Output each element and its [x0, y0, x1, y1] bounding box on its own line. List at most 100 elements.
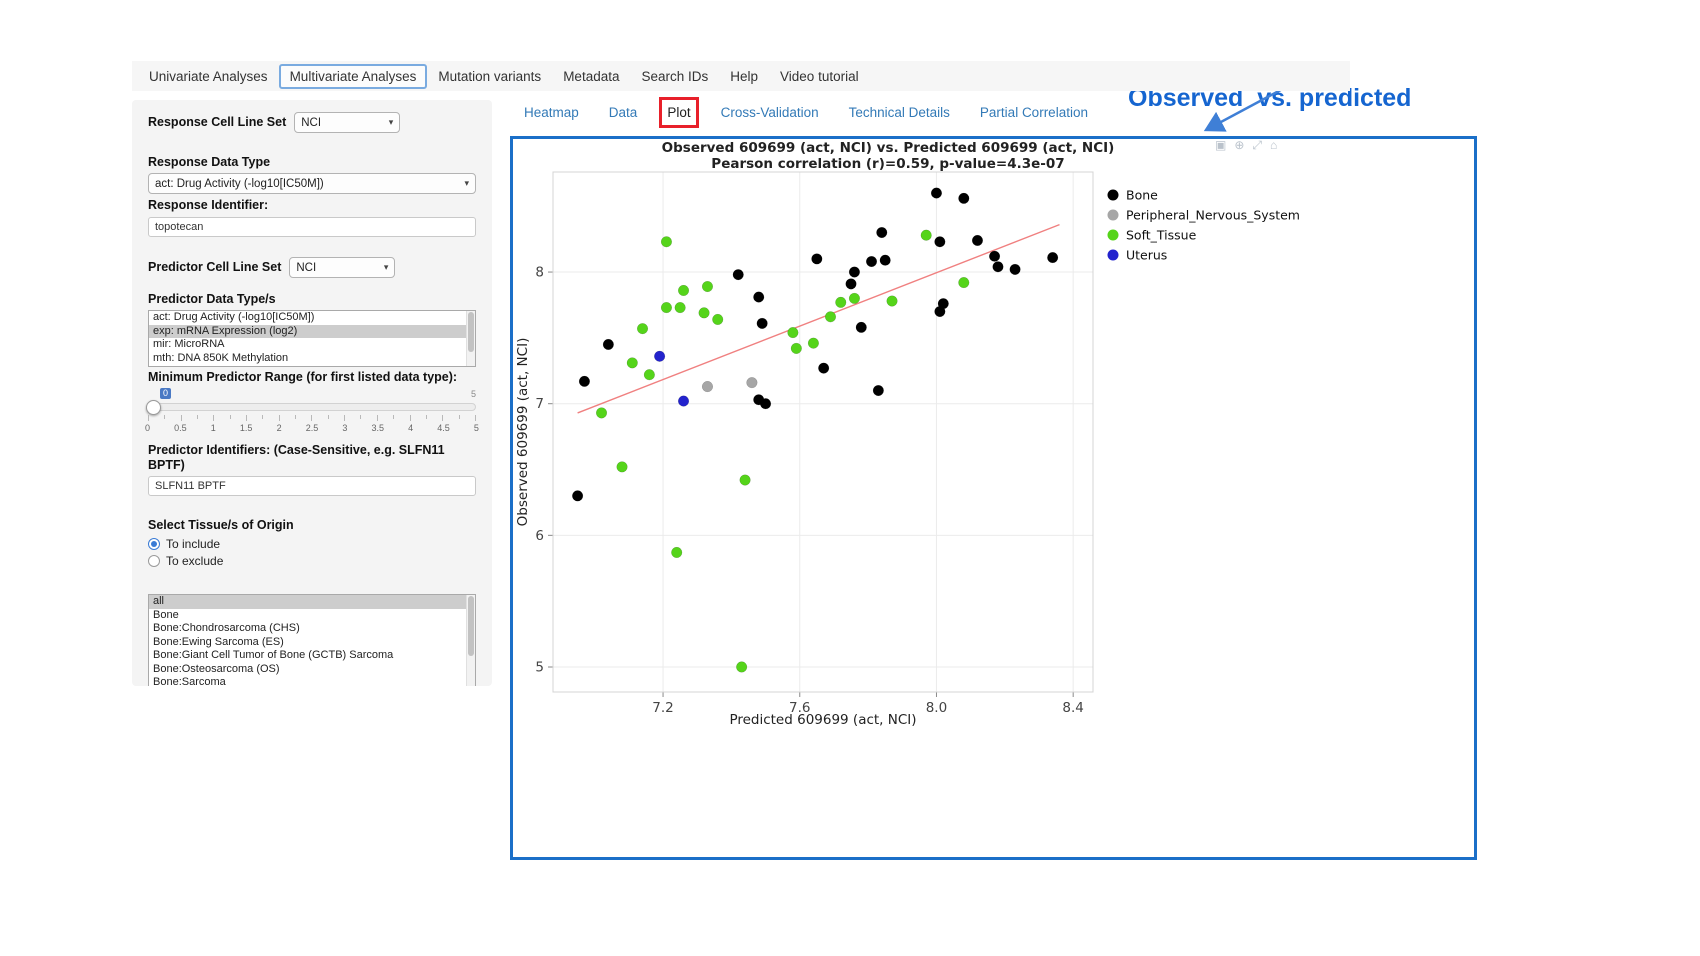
- scatter-point-soft-tissue: [701, 280, 714, 293]
- autoscale-icon[interactable]: ⤢: [1252, 138, 1263, 152]
- scatter-point-bone: [572, 490, 584, 502]
- predictor-data-type-option-mth-dna-850k-methylation[interactable]: mth: DNA 850K Methylation: [153, 351, 289, 364]
- scatter-point-bone: [602, 338, 614, 351]
- scatter-point-soft-tissue: [626, 357, 638, 369]
- subtab-cross-validation[interactable]: Cross-Validation: [720, 105, 819, 120]
- tissue-option-bone-ewing-sarcoma-es[interactable]: Bone:Ewing Sarcoma (ES): [153, 635, 284, 648]
- predictor-data-type-option-exp-mrna-expression-log2[interactable]: exp: mRNA Expression (log2): [149, 324, 475, 338]
- scatter-point-bone: [1047, 252, 1059, 264]
- subtab-technical-details[interactable]: Technical Details: [848, 105, 950, 120]
- slider-tick-label: 0: [145, 423, 151, 433]
- predictor-data-type-option-act-drug-activity-log10-ic50m[interactable]: act: Drug Activity (-log10[IC50M]): [153, 311, 315, 323]
- y-axis-title: Observed 609699 (act, NCI): [515, 338, 531, 527]
- predictor-cell-line-set-select[interactable]: NCI ▾: [289, 257, 396, 278]
- predictor-identifiers-input[interactable]: [148, 476, 476, 496]
- topnav-video-tutorial[interactable]: Video tutorial: [780, 68, 859, 84]
- legend-item-uterus[interactable]: Uterus: [1107, 248, 1168, 263]
- tissue-origin-label: Select Tissue/s of Origin: [148, 518, 294, 532]
- response-data-type-select[interactable]: act: Drug Activity (-log10[IC50M]) ▾: [148, 173, 476, 194]
- subtab-heatmap[interactable]: Heatmap: [524, 105, 579, 120]
- tissue-listbox[interactable]: all Bone Bone:Chondrosarcoma (CHS) Bone:Ewi…: [148, 594, 476, 686]
- topnav-search-ids[interactable]: Search IDs: [641, 68, 709, 84]
- scrollbar-thumb[interactable]: [468, 596, 474, 656]
- y-tick-label: 6: [535, 528, 544, 544]
- slider-value-bubble: 0: [160, 388, 172, 399]
- chevron-down-icon: ▾: [464, 178, 469, 188]
- slider-handle[interactable]: [146, 400, 161, 415]
- subtab-data[interactable]: Data: [608, 105, 638, 120]
- legend-item-peripheral-nervous-system[interactable]: Peripheral_Nervous_System: [1107, 208, 1301, 223]
- legend-label: Bone: [1126, 188, 1158, 203]
- scatter-point-bone: [989, 250, 1001, 262]
- reset-axes-icon[interactable]: ⌂: [1270, 138, 1278, 152]
- slider-tick-label: 2.5: [305, 423, 319, 433]
- scatter-point-soft-tissue: [678, 284, 690, 297]
- scatter-point-bone: [811, 253, 823, 265]
- predictor-data-types-listbox[interactable]: act: Drug Activity (-log10[IC50M]) exp: m…: [148, 310, 476, 367]
- tissue-option-all[interactable]: all: [149, 595, 475, 609]
- scatter-point-bone: [930, 187, 943, 199]
- scatter-point-bone: [756, 317, 768, 329]
- tissue-option-bone-osteosarcoma-os[interactable]: Bone:Osteosarcoma (OS): [153, 662, 280, 675]
- plot-area: [553, 172, 1093, 692]
- subtab-partial-correlation[interactable]: Partial Correlation: [979, 105, 1088, 120]
- topnav-mutation-variants[interactable]: Mutation variants: [438, 68, 542, 84]
- radio-to-include[interactable]: To include: [148, 537, 476, 551]
- x-tick-label: 8.0: [926, 700, 947, 716]
- scatter-point-bone: [1009, 263, 1021, 275]
- slider-tick-label: 0.5: [174, 423, 187, 433]
- scatter-point-soft-tissue: [712, 313, 724, 325]
- scatter-point-soft-tissue: [958, 277, 970, 289]
- slider-track[interactable]: [148, 403, 476, 411]
- legend-marker-icon: [1107, 229, 1119, 241]
- predictor-identifiers-label: Predictor Identifiers: (Case-Sensitive, …: [148, 443, 445, 472]
- scatter-point-soft-tissue: [636, 323, 649, 335]
- response-identifier-input[interactable]: [148, 217, 476, 237]
- subtab-plot[interactable]: Plot: [659, 97, 699, 128]
- scatter-point-soft-tissue: [736, 661, 748, 673]
- scatter-point-soft-tissue: [595, 407, 608, 419]
- tissue-option-bone-giant-cell-tumor-of-bone-gctb-sarcoma[interactable]: Bone:Giant Cell Tumor of Bone (GCTB) Sar…: [153, 649, 394, 661]
- scatter-point-soft-tissue: [824, 311, 837, 323]
- topnav-help[interactable]: Help: [730, 68, 759, 84]
- annotation-arrow: [1203, 83, 1291, 132]
- chart-title: Observed 609699 (act, NCI) vs. Predicted…: [662, 140, 1115, 156]
- scatter-point-bone: [934, 305, 946, 318]
- scatter-point-soft-tissue: [790, 342, 802, 354]
- tissue-option-bone-chondrosarcoma-chs[interactable]: Bone:Chondrosarcoma (CHS): [153, 622, 300, 634]
- slider-tick-label: 3: [342, 423, 348, 433]
- top-navigation: Univariate Analyses Multivariate Analyses…: [132, 61, 1350, 91]
- tissue-option-bone[interactable]: Bone: [153, 608, 179, 621]
- zoom-icon[interactable]: ⊕: [1234, 138, 1245, 152]
- legend-item-bone[interactable]: Bone: [1107, 188, 1159, 203]
- scatter-point-uterus: [678, 395, 690, 407]
- response-cell-line-set-select[interactable]: NCI ▾: [294, 112, 401, 133]
- radio-to-exclude[interactable]: To exclude: [148, 554, 476, 568]
- topnav-metadata[interactable]: Metadata: [563, 68, 620, 84]
- radio-button-icon: [148, 555, 160, 567]
- scatter-point-bone: [760, 398, 772, 410]
- tissue-option-bone-sarcoma[interactable]: Bone:Sarcoma: [153, 676, 226, 686]
- x-axis-title: Predicted 609699 (act, NCI): [729, 712, 916, 728]
- scrollbar[interactable]: [466, 311, 475, 366]
- predictor-cell-line-set-label: Predictor Cell Line Set: [148, 260, 282, 274]
- y-tick-label: 8: [535, 265, 544, 281]
- scatter-point-soft-tissue: [616, 461, 628, 473]
- scatter-point-soft-tissue: [643, 369, 655, 381]
- legend-item-soft-tissue[interactable]: Soft_Tissue: [1107, 228, 1197, 243]
- scatter-point-bone: [818, 362, 830, 374]
- chart-subtitle: Pearson correlation (r)=0.59, p-value=4.…: [711, 156, 1064, 172]
- topnav-multivariate-analyses[interactable]: Multivariate Analyses: [278, 63, 428, 89]
- min-predictor-range-slider[interactable]: 5 0 0 0.5 1 1.5 2 2.5 3 3.5 4 4.5 5: [145, 388, 479, 439]
- camera-icon[interactable]: ▣: [1215, 138, 1227, 152]
- scatter-point-soft-tissue: [920, 229, 932, 241]
- predictor-data-types-label: Predictor Data Type/s: [148, 292, 276, 306]
- scatter-point-soft-tissue: [886, 295, 898, 307]
- topnav-univariate-analyses[interactable]: Univariate Analyses: [149, 68, 268, 84]
- scrollbar[interactable]: [466, 595, 475, 686]
- predictor-data-type-option-mir-microrna[interactable]: mir: MicroRNA: [153, 338, 225, 350]
- scatter-point-soft-tissue: [807, 337, 819, 349]
- slider-max-label: 5: [470, 389, 476, 399]
- scrollbar-thumb[interactable]: [468, 312, 474, 352]
- legend-label: Soft_Tissue: [1126, 228, 1197, 243]
